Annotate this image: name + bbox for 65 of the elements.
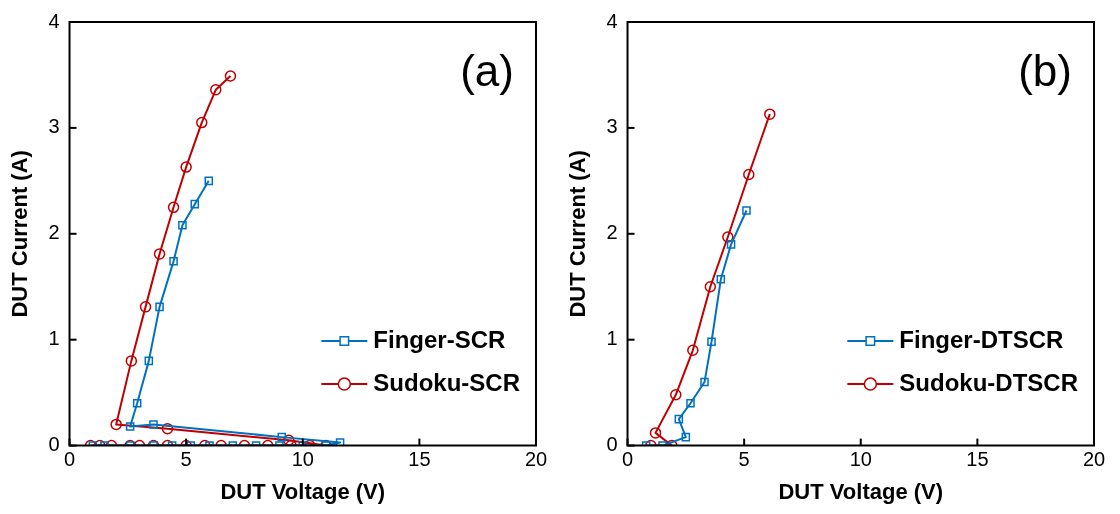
point bbox=[649, 427, 662, 439]
point bbox=[155, 302, 164, 312]
point bbox=[125, 422, 135, 431]
point bbox=[283, 434, 295, 446]
point bbox=[224, 70, 237, 82]
point bbox=[704, 281, 717, 293]
x-tick-label: 5 bbox=[738, 448, 750, 471]
point bbox=[190, 199, 200, 209]
point bbox=[180, 161, 192, 173]
annotation: (b) bbox=[1018, 46, 1072, 96]
point bbox=[700, 377, 709, 387]
y-tick-label: 3 bbox=[606, 115, 618, 138]
y-axis-title: DUT Current (A) bbox=[7, 150, 33, 318]
point bbox=[125, 355, 138, 367]
point bbox=[681, 432, 691, 442]
point bbox=[144, 356, 154, 366]
y-tick-label: 0 bbox=[606, 433, 618, 456]
legend-label: Finger-SCR bbox=[373, 325, 506, 353]
point bbox=[674, 414, 684, 424]
point bbox=[153, 248, 166, 260]
y-tick-label: 0 bbox=[48, 433, 60, 456]
point bbox=[178, 221, 187, 230]
point bbox=[335, 438, 345, 446]
y-tick-label: 1 bbox=[606, 327, 618, 350]
x-tick-label: 0 bbox=[63, 448, 76, 471]
point bbox=[169, 257, 178, 266]
x-tick-label: 0 bbox=[621, 448, 634, 471]
x-tick-label: 20 bbox=[1082, 448, 1106, 471]
x-tick-label: 20 bbox=[524, 448, 548, 471]
y-axis-title: DUT Current (A) bbox=[565, 150, 591, 318]
x-tick-label: 10 bbox=[849, 448, 872, 471]
point bbox=[670, 389, 682, 401]
y-tick-label: 2 bbox=[48, 221, 60, 244]
point bbox=[132, 398, 142, 408]
point bbox=[167, 201, 180, 214]
y-tick-label: 3 bbox=[48, 115, 60, 138]
point bbox=[722, 231, 734, 243]
x-tick-label: 5 bbox=[180, 448, 192, 471]
annotation: (a) bbox=[460, 46, 514, 96]
x-tick-label: 15 bbox=[408, 448, 431, 471]
x-tick-label: 10 bbox=[291, 448, 314, 471]
legend-label: Sudoku-DTSCR bbox=[899, 368, 1078, 396]
point bbox=[161, 422, 174, 435]
point bbox=[210, 84, 222, 96]
point bbox=[204, 176, 214, 186]
point bbox=[726, 240, 736, 249]
point bbox=[742, 206, 751, 215]
y-tick-label: 4 bbox=[48, 9, 60, 32]
point bbox=[743, 168, 755, 181]
point bbox=[707, 337, 716, 347]
point bbox=[716, 275, 726, 284]
legend-label: Finger-DTSCR bbox=[899, 325, 1064, 353]
legend-label: Sudoku-SCR bbox=[373, 368, 521, 396]
x-tick-label: 15 bbox=[966, 448, 989, 471]
x-axis-title: DUT Voltage (V) bbox=[778, 478, 944, 504]
y-tick-label: 1 bbox=[48, 327, 60, 350]
point bbox=[196, 116, 208, 129]
point bbox=[277, 432, 287, 442]
point bbox=[764, 108, 776, 120]
point bbox=[687, 344, 699, 357]
x-axis-title: DUT Voltage (V) bbox=[220, 478, 386, 504]
y-tick-label: 4 bbox=[606, 9, 618, 32]
point bbox=[686, 398, 695, 408]
point bbox=[139, 301, 152, 313]
y-tick-label: 2 bbox=[606, 221, 618, 244]
